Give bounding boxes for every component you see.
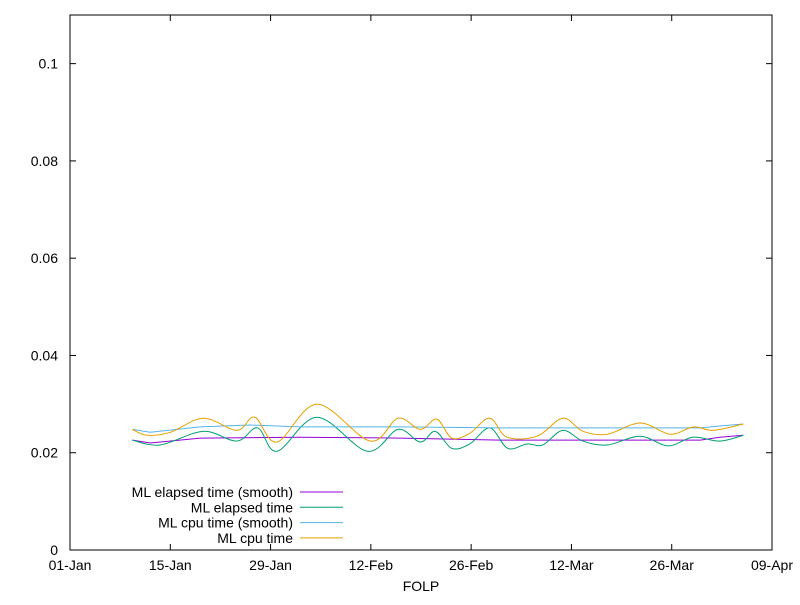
y-tick-label: 0.02 bbox=[31, 445, 58, 461]
y-tick-label: 0.04 bbox=[31, 347, 58, 363]
x-tick-label: 09-Apr bbox=[751, 557, 793, 573]
x-tick-label: 26-Feb bbox=[449, 557, 494, 573]
legend-label: ML elapsed time (smooth) bbox=[132, 484, 293, 500]
series-line-ml-elapsed-time-smooth bbox=[132, 434, 744, 444]
legend-label: ML cpu time bbox=[217, 530, 293, 546]
y-tick-label: 0.06 bbox=[31, 250, 58, 266]
plot-border bbox=[69, 14, 773, 551]
x-tick-label: 12-Feb bbox=[349, 557, 394, 573]
y-tick-label: 0.1 bbox=[39, 56, 59, 72]
legend-label: ML elapsed time bbox=[191, 499, 293, 515]
x-tick-label: 15-Jan bbox=[149, 557, 192, 573]
series-line-ml-elapsed-time bbox=[132, 416, 744, 452]
x-tick-label: 29-Jan bbox=[249, 557, 292, 573]
x-tick-label: 12-Mar bbox=[549, 557, 594, 573]
x-tick-label: 01-Jan bbox=[49, 557, 92, 573]
x-tick-label: 26-Mar bbox=[650, 557, 695, 573]
y-tick-label: 0.08 bbox=[31, 153, 58, 169]
y-tick-label: 0 bbox=[50, 542, 58, 558]
legend-label: ML cpu time (smooth) bbox=[158, 515, 293, 531]
series-line-ml-cpu-time bbox=[132, 403, 744, 443]
x-axis-label: FOLP bbox=[403, 578, 440, 594]
